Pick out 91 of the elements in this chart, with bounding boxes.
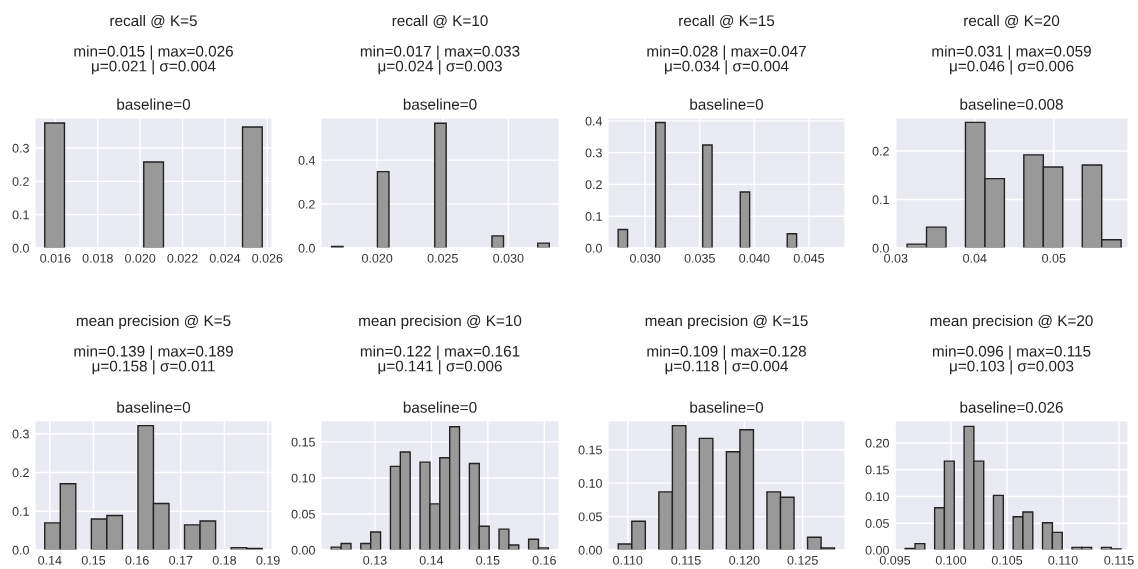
y-tick-label: 0.05: [291, 509, 315, 519]
y-tick-label: 0.1: [12, 210, 29, 220]
x-tick-label: 0.040: [739, 253, 770, 263]
x-tick-label: 0.105: [991, 555, 1023, 565]
text: baseline=0: [403, 401, 477, 413]
text: baseline=0: [690, 401, 764, 413]
x-tick-label: 0.15: [81, 555, 106, 565]
y-tick-label: 0.0: [298, 243, 315, 253]
x-tick-label: 0.030: [493, 253, 524, 263]
x-tick-label: 0.045: [793, 253, 825, 263]
text: baseline=0.008: [960, 98, 1063, 110]
chart-title: recall @ K=20: [964, 14, 1060, 29]
y-tick-label: 0.0: [12, 243, 29, 253]
x-tick-label: 0.100: [935, 555, 967, 565]
y-tick-label: 0.3: [585, 148, 602, 158]
x-tick-label: 0.018: [82, 253, 113, 263]
chart-title: recall @ K=10: [392, 14, 488, 29]
y-tick-label: 0.10: [291, 473, 315, 483]
chart-title: mean precision @ K=10: [359, 314, 522, 330]
y-tick-label: 0.2: [872, 146, 889, 156]
y-tick-label: 0.3: [12, 143, 29, 153]
x-tick-label: 0.095: [879, 555, 911, 565]
y-tick-label: 0.00: [578, 545, 602, 555]
chart-subtitle: min=0.031 | max=0.059 μ=0.046 | σ=0.006: [932, 45, 1091, 75]
y-tick-label: 0.00: [291, 545, 315, 555]
y-tick-label: 0.1: [12, 507, 29, 516]
text: baseline=0.026: [960, 401, 1063, 413]
y-tick-label: 0.15: [865, 465, 889, 475]
x-tick-label: 0.14: [419, 555, 444, 565]
y-tick-label: 0.15: [578, 445, 602, 455]
chart-subtitle: min=0.015 | max=0.026 μ=0.021 | σ=0.004: [74, 45, 233, 75]
x-tick-label: 0.020: [124, 253, 156, 263]
y-tick-label: 0.05: [578, 512, 602, 522]
chart-subtitle: min=0.096 | max=0.115 μ=0.103 | σ=0.003: [932, 345, 1091, 375]
y-tick-label: 0.20: [865, 438, 889, 448]
y-tick-label: 0.3: [12, 429, 29, 439]
x-tick-label: 0.022: [167, 253, 198, 263]
x-tick-label: 0.120: [729, 555, 760, 565]
x-tick-label: 0.18: [212, 555, 237, 565]
y-tick-label: 0.1: [872, 195, 889, 205]
y-tick-label: 0.10: [578, 478, 602, 488]
y-tick-label: 0.4: [298, 155, 316, 165]
x-tick-label: 0.020: [362, 253, 393, 263]
y-tick-label: 0.15: [291, 437, 315, 447]
y-tick-label: 0.2: [585, 180, 602, 190]
text: baseline=0: [117, 401, 191, 413]
x-tick-label: 0.110: [1048, 555, 1078, 565]
x-tick-label: 0.115: [1104, 555, 1134, 565]
x-tick-label: 0.03: [884, 253, 908, 263]
chart-subtitle: min=0.122 | max=0.161 μ=0.141 | σ=0.006: [360, 345, 520, 375]
y-tick-label: 0.10: [865, 492, 889, 502]
x-tick-label: 0.13: [363, 555, 387, 565]
chart-title: mean precision @ K=20: [930, 314, 1093, 330]
x-tick-label: 0.16: [125, 555, 149, 565]
y-tick-label: 0.05: [865, 519, 889, 528]
chart-subtitle: min=0.109 | max=0.128 μ=0.118 | σ=0.004: [647, 345, 806, 375]
y-tick-label: 0.00: [865, 545, 889, 555]
chart-title: mean precision @ K=15: [645, 314, 808, 330]
y-tick-label: 0.0: [585, 243, 602, 253]
text: baseline=0: [117, 98, 191, 110]
text: baseline=0: [690, 98, 764, 110]
x-tick-label: 0.035: [684, 253, 715, 263]
x-tick-label: 0.115: [671, 555, 701, 565]
chart-title: recall @ K=15: [679, 14, 775, 29]
x-tick-label: 0.14: [38, 555, 62, 565]
x-tick-label: 0.05: [1042, 253, 1066, 263]
chart-title: recall @ K=5: [110, 14, 197, 29]
x-tick-label: 0.025: [427, 253, 458, 263]
chart-title: mean precision @ K=5: [76, 314, 231, 330]
x-tick-label: 0.16: [532, 555, 556, 565]
y-tick-label: 0.1: [585, 212, 602, 221]
y-tick-label: 0.0: [872, 243, 889, 253]
y-tick-label: 0.0: [12, 545, 29, 555]
x-tick-label: 0.030: [629, 253, 661, 263]
y-tick-label: 0.2: [12, 177, 29, 186]
x-tick-label: 0.17: [169, 555, 193, 565]
y-tick-label: 0.2: [12, 468, 29, 478]
x-tick-label: 0.04: [963, 253, 987, 263]
x-tick-label: 0.19: [256, 555, 280, 565]
chart-subtitle: min=0.017 | max=0.033 μ=0.024 | σ=0.003: [360, 45, 520, 75]
chart-subtitle: min=0.028 | max=0.047 μ=0.034 | σ=0.004: [647, 45, 806, 75]
x-tick-label: 0.026: [252, 253, 283, 263]
x-tick-label: 0.016: [40, 253, 71, 263]
chart-subtitle: min=0.139 | max=0.189 μ=0.158 | σ=0.011: [74, 345, 233, 375]
x-tick-label: 0.125: [787, 555, 818, 565]
y-tick-label: 0.4: [585, 116, 603, 126]
x-tick-label: 0.024: [209, 253, 241, 263]
x-tick-label: 0.110: [613, 555, 643, 565]
x-tick-label: 0.15: [476, 555, 500, 565]
y-tick-label: 0.2: [298, 199, 315, 209]
text: baseline=0: [403, 98, 477, 110]
